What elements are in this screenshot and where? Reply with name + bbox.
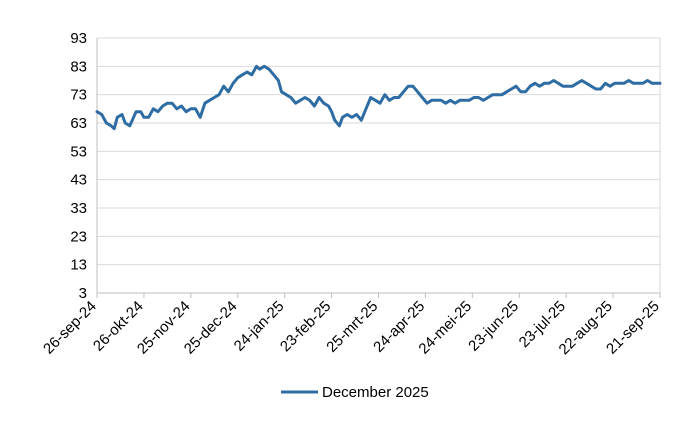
- y-tick-label: 53: [70, 143, 87, 160]
- y-tick-label: 13: [70, 257, 87, 274]
- y-tick-label: 83: [70, 58, 87, 75]
- grid-lines: [97, 37, 660, 266]
- y-tick-label: 3: [79, 285, 87, 302]
- y-tick-label: 43: [70, 172, 87, 189]
- y-tick-labels: 3 13 23 33 43 53 63 73 83 93: [70, 30, 87, 302]
- y-tick-label: 73: [70, 87, 87, 104]
- legend-label: December 2025: [322, 384, 429, 401]
- x-tick-label: 23-jun-25: [465, 298, 522, 355]
- y-tick-label: 93: [70, 30, 87, 47]
- y-tick-label: 33: [70, 200, 87, 217]
- axes: [96, 38, 661, 298]
- y-tick-label: 63: [70, 115, 87, 132]
- x-tick-label: 26-sep-24: [40, 298, 100, 358]
- series-line: [95, 64, 662, 131]
- x-tick-labels: 26-sep-2426-okt-2425-nov-2425-dec-2424-j…: [40, 298, 663, 358]
- series-lines: [95, 64, 662, 131]
- legend: December 2025: [281, 384, 429, 401]
- y-tick-label: 23: [70, 228, 87, 245]
